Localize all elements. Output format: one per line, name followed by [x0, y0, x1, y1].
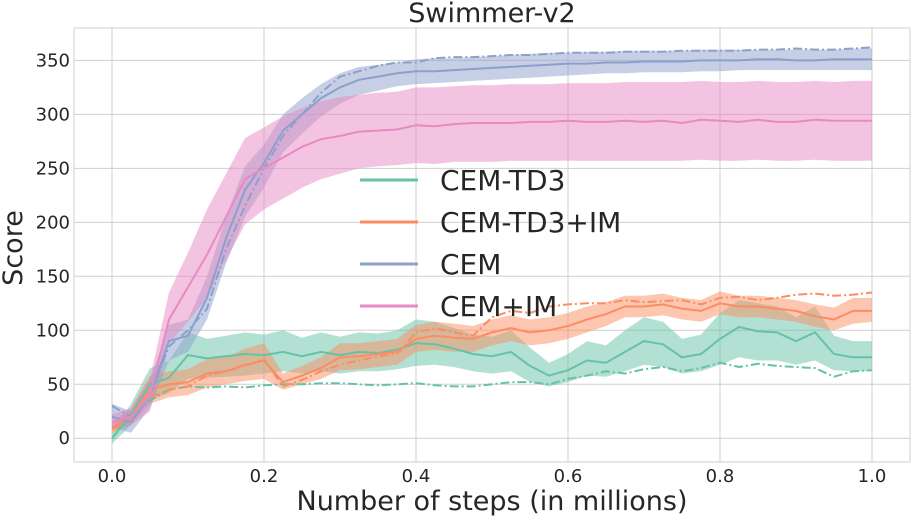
line-layer: [111, 46, 873, 439]
plot-frame: [73, 27, 911, 463]
x-axis-title: Number of steps (in millions): [297, 486, 688, 517]
x-axis-ticks: 0.0 0.2 0.4 0.6 0.8 1.0: [98, 466, 887, 487]
x-tick-label: 0.0: [98, 466, 127, 487]
legend-label-cem: CEM: [440, 248, 501, 281]
y-axis-title: Score: [0, 210, 29, 286]
y-tick-label: 150: [36, 266, 70, 287]
legend-label-cem-td3: CEM-TD3: [440, 164, 565, 197]
legend-label-cem-plus-im: CEM+IM: [440, 290, 557, 323]
dashdot-line-cem: [111, 46, 873, 418]
y-axis-ticks: 0 50 100 150 200 250 300 350: [36, 50, 70, 449]
y-tick-label: 200: [36, 212, 70, 233]
line-cem-plus-im: [111, 118, 872, 424]
y-tick-label: 50: [47, 374, 70, 395]
x-tick-label: 0.4: [402, 466, 431, 487]
x-tick-label: 0.8: [706, 466, 735, 487]
x-tick-label: 0.2: [250, 466, 279, 487]
band-cem-plus-im: [112, 80, 872, 430]
line-cem-td3-plus-im: [111, 302, 872, 429]
dashdot-line-cem-td3: [111, 361, 873, 439]
band-cem-td3-plus-im: [112, 291, 872, 433]
band-layer: [112, 48, 872, 444]
legend: CEM-TD3 CEM-TD3+IM CEM CEM+IM: [360, 164, 621, 323]
y-tick-label: 250: [36, 158, 70, 179]
y-tick-label: 100: [36, 320, 70, 341]
chart-title: Swimmer-v2: [408, 0, 575, 29]
line-cem: [111, 58, 872, 424]
band-cem-td3: [112, 300, 872, 444]
x-tick-label: 1.0: [858, 466, 887, 487]
legend-label-cem-td3-plus-im: CEM-TD3+IM: [440, 206, 621, 239]
line-cem-td3: [111, 325, 872, 439]
plot-area: [73, 27, 911, 463]
x-tick-label: 0.6: [554, 466, 583, 487]
y-tick-label: 300: [36, 104, 70, 125]
y-tick-label: 0: [59, 428, 70, 449]
y-tick-label: 350: [36, 50, 70, 71]
